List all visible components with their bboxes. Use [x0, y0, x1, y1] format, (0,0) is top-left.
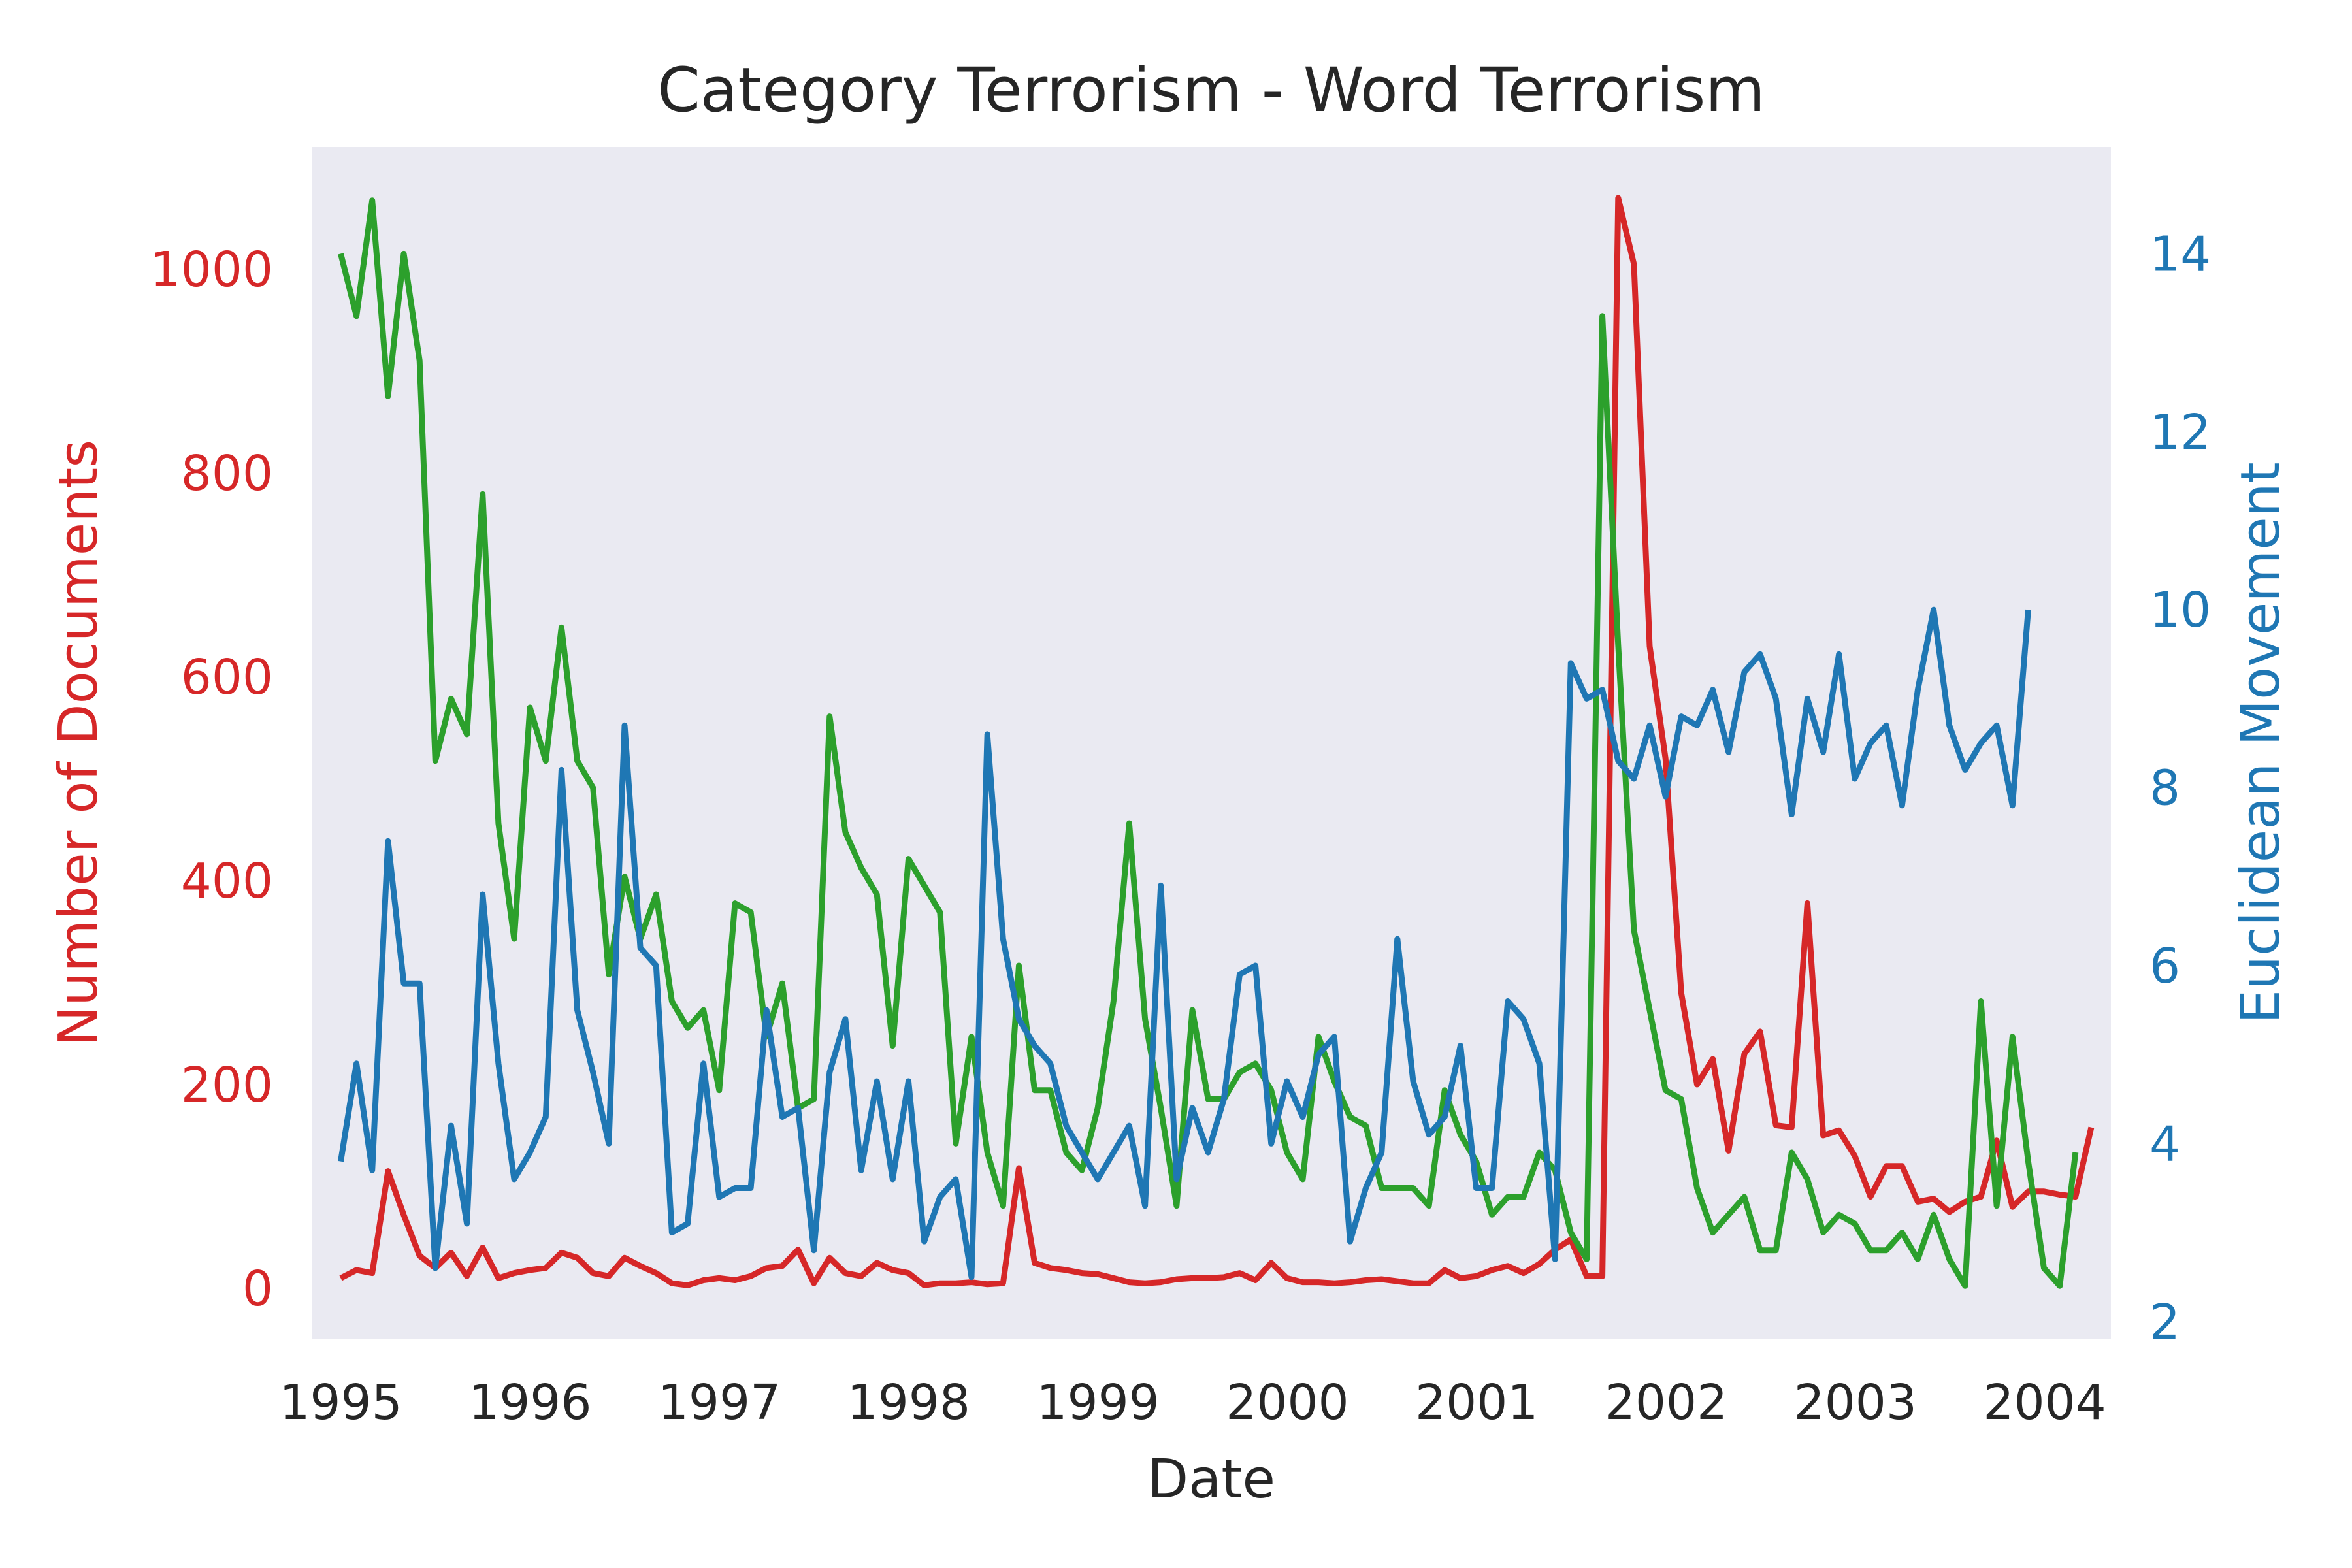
x-tick-label: 1996: [468, 1375, 591, 1431]
x-tick-label: 2002: [1605, 1375, 1727, 1431]
y-right-tick-label: 6: [2149, 938, 2180, 994]
y-right-ticks: 2 4 6 8 10 12 14: [2149, 226, 2211, 1350]
y-left-tick-label: 0: [242, 1261, 273, 1317]
y-right-tick-label: 4: [2149, 1116, 2180, 1172]
y-right-tick-label: 12: [2149, 404, 2211, 461]
y-axis-right-label: Euclidean Movement: [2230, 462, 2292, 1024]
y-left-tick-label: 800: [181, 446, 273, 502]
y-axis-left-label: Number of Documents: [48, 440, 110, 1046]
y-right-tick-label: 10: [2149, 582, 2211, 638]
x-tick-label: 1997: [658, 1375, 781, 1431]
x-tick-label: 2000: [1226, 1375, 1348, 1431]
x-tick-label: 2004: [1983, 1375, 2106, 1431]
series-line-3: [338, 606, 2031, 1281]
y-left-tick-label: 1000: [150, 242, 273, 298]
y-left-ticks: 0 200 400 600 800 1000: [150, 242, 273, 1317]
x-tick-label: 1998: [847, 1375, 970, 1431]
y-left-tick-label: 400: [181, 853, 273, 909]
chart-title: Category Terrorism - Word Terrorism: [657, 55, 1765, 126]
x-tick-label: 1995: [279, 1375, 402, 1431]
series-line-2: [338, 197, 2079, 1289]
series-lines: [338, 195, 2095, 1289]
x-ticks: 1995 1996 1997 1998 1999 2000 2001 2002 2003 2004: [279, 1375, 2106, 1431]
plot-area: [312, 147, 2111, 1339]
y-right-tick-label: 2: [2149, 1294, 2180, 1350]
x-axis-label: Date: [1147, 1448, 1275, 1511]
x-tick-label: 1999: [1036, 1375, 1159, 1431]
x-tick-label: 2001: [1415, 1375, 1538, 1431]
series-line-1: [339, 195, 2095, 1288]
y-right-tick-label: 14: [2149, 226, 2211, 282]
y-left-tick-label: 600: [181, 649, 273, 706]
y-left-tick-label: 200: [181, 1057, 273, 1113]
x-tick-label: 2003: [1794, 1375, 1917, 1431]
y-right-tick-label: 8: [2149, 760, 2180, 817]
